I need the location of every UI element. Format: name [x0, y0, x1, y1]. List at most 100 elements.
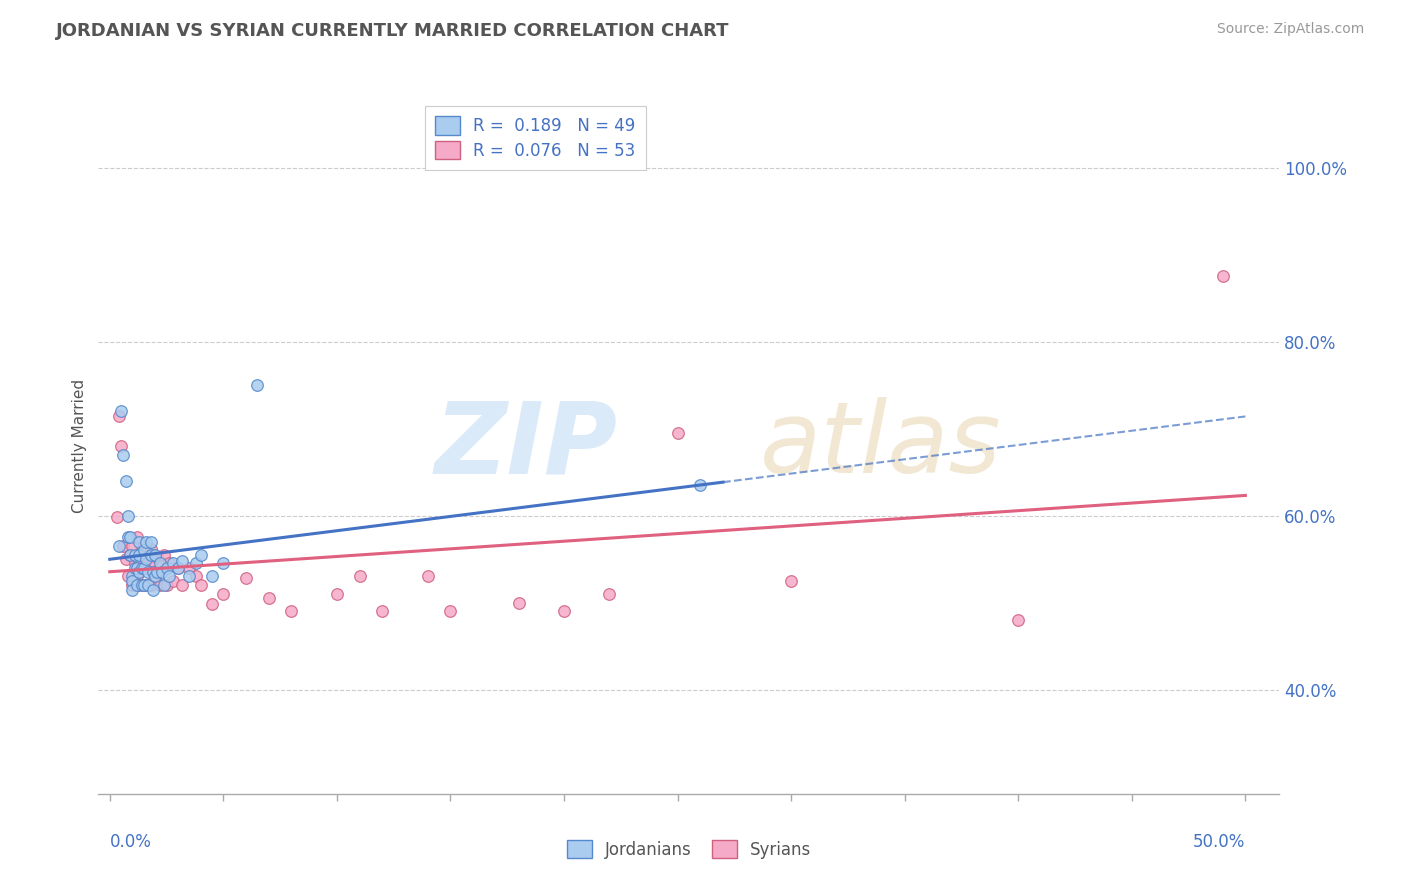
- Point: [128, 565, 150, 579]
- Point: [146, 565, 169, 579]
- Point: [172, 578, 194, 592]
- Point: [212, 587, 235, 601]
- Point: [190, 578, 212, 592]
- Point: [257, 591, 280, 606]
- Point: [167, 561, 190, 575]
- Text: Source: ZipAtlas.com: Source: ZipAtlas.com: [1216, 22, 1364, 37]
- Point: [121, 582, 143, 597]
- Point: [666, 425, 689, 440]
- Text: ZIP: ZIP: [434, 398, 619, 494]
- Point: [121, 578, 143, 592]
- Point: [110, 404, 132, 418]
- Point: [201, 569, 224, 583]
- Point: [184, 569, 207, 583]
- Point: [179, 561, 201, 575]
- Point: [132, 539, 155, 553]
- Point: [142, 565, 165, 579]
- Point: [143, 548, 166, 562]
- Point: [132, 561, 155, 575]
- Point: [112, 448, 135, 462]
- Point: [138, 557, 160, 571]
- Point: [155, 561, 177, 575]
- Point: [162, 574, 184, 588]
- Point: [117, 508, 139, 523]
- Point: [150, 565, 173, 579]
- Point: [162, 557, 184, 571]
- Point: [280, 604, 302, 618]
- Point: [1212, 269, 1234, 284]
- Point: [128, 548, 150, 562]
- Point: [117, 530, 139, 544]
- Point: [120, 548, 142, 562]
- Point: [114, 552, 136, 566]
- Point: [416, 569, 439, 583]
- Point: [326, 587, 349, 601]
- Point: [124, 561, 146, 575]
- Point: [135, 552, 157, 566]
- Point: [349, 569, 371, 583]
- Point: [1007, 613, 1029, 627]
- Point: [132, 543, 155, 558]
- Point: [124, 557, 146, 571]
- Point: [131, 561, 153, 575]
- Point: [235, 571, 257, 585]
- Point: [508, 596, 530, 610]
- Point: [155, 578, 177, 592]
- Point: [139, 578, 162, 592]
- Point: [153, 548, 176, 562]
- Point: [167, 561, 190, 575]
- Text: 50.0%: 50.0%: [1194, 833, 1246, 851]
- Point: [142, 582, 165, 597]
- Point: [190, 548, 212, 562]
- Point: [121, 574, 143, 588]
- Point: [132, 578, 155, 592]
- Point: [128, 554, 150, 568]
- Point: [131, 543, 153, 558]
- Point: [201, 597, 224, 611]
- Point: [143, 569, 166, 583]
- Point: [172, 554, 194, 568]
- Point: [689, 478, 711, 492]
- Point: [179, 569, 201, 583]
- Point: [121, 569, 143, 583]
- Point: [157, 569, 180, 583]
- Point: [153, 578, 176, 592]
- Point: [142, 554, 165, 568]
- Point: [128, 578, 150, 592]
- Point: [135, 578, 157, 592]
- Point: [212, 557, 235, 571]
- Point: [125, 578, 148, 592]
- Text: atlas: atlas: [759, 398, 1001, 494]
- Point: [108, 409, 131, 423]
- Point: [246, 378, 269, 392]
- Text: 0.0%: 0.0%: [110, 833, 152, 851]
- Point: [121, 539, 143, 553]
- Point: [143, 569, 166, 583]
- Text: JORDANIAN VS SYRIAN CURRENTLY MARRIED CORRELATION CHART: JORDANIAN VS SYRIAN CURRENTLY MARRIED CO…: [56, 22, 730, 40]
- Point: [125, 530, 148, 544]
- Point: [135, 545, 157, 559]
- Point: [149, 578, 172, 592]
- Point: [125, 561, 148, 575]
- Point: [120, 548, 142, 562]
- Point: [157, 557, 180, 571]
- Point: [139, 541, 162, 556]
- Point: [184, 557, 207, 571]
- Point: [131, 578, 153, 592]
- Point: [112, 539, 135, 553]
- Point: [132, 561, 155, 575]
- Point: [128, 534, 150, 549]
- Point: [139, 534, 162, 549]
- Point: [371, 604, 394, 618]
- Point: [146, 550, 169, 565]
- Legend: Jordanians, Syrians: Jordanians, Syrians: [560, 833, 818, 865]
- Point: [150, 559, 173, 574]
- Point: [114, 474, 136, 488]
- Point: [138, 578, 160, 592]
- Point: [598, 587, 620, 601]
- Y-axis label: Currently Married: Currently Married: [72, 379, 87, 513]
- Point: [110, 439, 132, 453]
- Point: [149, 557, 172, 571]
- Point: [117, 569, 139, 583]
- Point: [108, 539, 131, 553]
